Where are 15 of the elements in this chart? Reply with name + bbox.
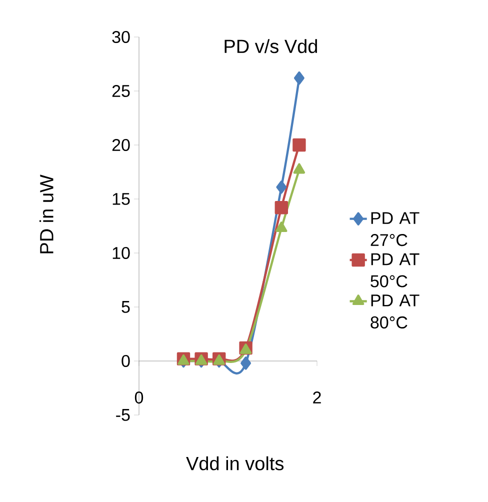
y-tick-label: 20: [112, 138, 130, 152]
legend-label: PD AT 27°C: [370, 212, 420, 246]
x-tick-label: 2: [313, 392, 321, 404]
legend-label: PD AT 80°C: [370, 294, 420, 328]
y-tick-label: 25: [112, 84, 130, 98]
x-axis-title: Vdd in volts: [186, 456, 284, 470]
y-tick-label: 10: [112, 246, 130, 260]
y-tick-label: -5: [116, 409, 130, 421]
y-tick-label: 15: [112, 193, 130, 205]
y-tick-label: 30: [112, 30, 130, 44]
chart-title: PD v/s Vdd: [224, 39, 317, 54]
y-tick-label: 5: [122, 301, 130, 313]
y-tick-label: 0: [122, 354, 130, 368]
legend-label: PD AT 50°C: [370, 253, 420, 288]
y-axis-title: PD in uW: [39, 174, 54, 254]
